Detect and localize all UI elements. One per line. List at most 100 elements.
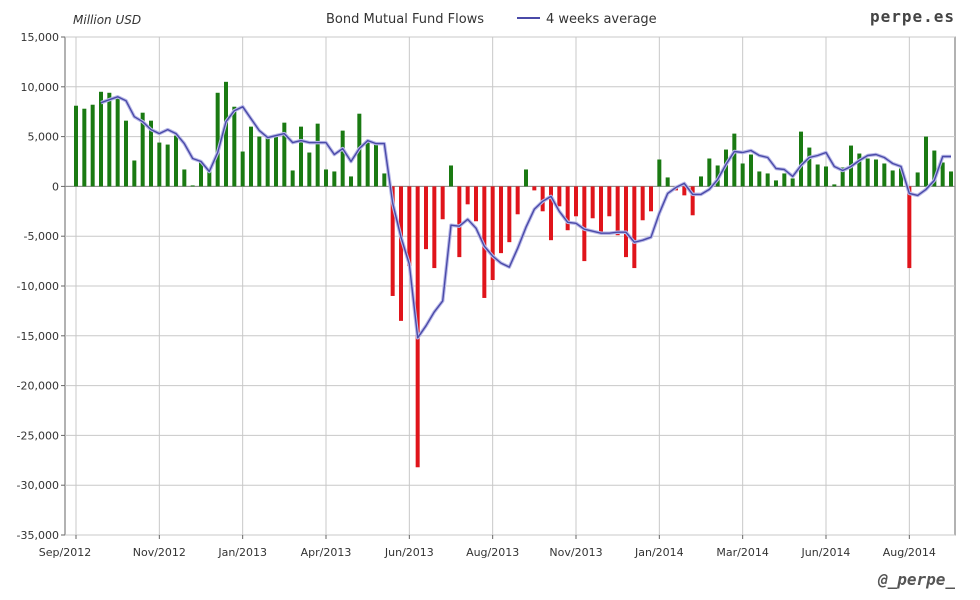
flow-bar bbox=[524, 169, 528, 187]
flow-bar bbox=[565, 186, 570, 231]
flow-bar bbox=[190, 185, 195, 187]
flow-bar bbox=[490, 186, 495, 281]
flow-bar bbox=[599, 186, 603, 235]
y-tick-label: -30,000 bbox=[17, 479, 59, 492]
flow-bar bbox=[499, 186, 503, 254]
flow-bar bbox=[207, 171, 212, 187]
flow-bar bbox=[249, 126, 253, 187]
flow-bar bbox=[865, 158, 870, 187]
x-tick-label: Sep/2012 bbox=[39, 546, 91, 559]
flow-bar bbox=[324, 169, 328, 187]
flow-bar bbox=[582, 186, 587, 262]
flow-bar bbox=[365, 141, 370, 187]
flow-bar bbox=[924, 136, 928, 187]
flow-bar bbox=[315, 123, 320, 187]
flow-bar bbox=[549, 186, 553, 241]
y-tick-label: 5,000 bbox=[28, 131, 60, 144]
flow-bar bbox=[774, 180, 778, 187]
flow-bar bbox=[532, 186, 537, 191]
gridlines bbox=[65, 36, 955, 536]
y-axis-label: Million USD bbox=[73, 13, 141, 27]
flow-bar bbox=[440, 186, 445, 220]
flow-bar bbox=[382, 173, 387, 187]
flow-bar bbox=[290, 170, 295, 187]
flow-bar bbox=[882, 163, 887, 187]
flow-bar bbox=[665, 177, 670, 187]
flow-bar bbox=[915, 172, 920, 187]
flow-bar bbox=[615, 186, 620, 236]
flow-bar bbox=[457, 186, 462, 258]
flow-bar bbox=[274, 136, 278, 187]
x-tick-label: Nov/2013 bbox=[549, 546, 602, 559]
flow-bar bbox=[399, 186, 403, 321]
flow-bar bbox=[240, 151, 245, 187]
flow-bar bbox=[574, 186, 578, 217]
flow-bar bbox=[732, 133, 737, 187]
handle-label: @_perpe_ bbox=[877, 570, 955, 589]
flow-bar bbox=[540, 186, 545, 212]
average-line bbox=[100, 96, 951, 339]
flow-bar bbox=[799, 131, 803, 187]
flow-bar bbox=[857, 153, 862, 187]
flow-bar bbox=[690, 186, 695, 216]
flow-bar bbox=[707, 158, 712, 187]
flow-bar bbox=[90, 104, 95, 187]
flow-bar bbox=[265, 137, 270, 187]
y-tick-label: -10,000 bbox=[17, 280, 59, 293]
flow-bar bbox=[182, 169, 187, 187]
flow-bar bbox=[349, 176, 353, 187]
flow-bar bbox=[782, 173, 787, 187]
flow-bar bbox=[640, 186, 645, 221]
flow-bar bbox=[74, 105, 78, 187]
flow-bar bbox=[740, 163, 745, 187]
x-tick-label: Jun/2013 bbox=[384, 546, 434, 559]
flow-bar bbox=[157, 142, 162, 187]
x-tick-label: Nov/2012 bbox=[133, 546, 186, 559]
brand-label: perpe.es bbox=[870, 7, 955, 26]
flow-bar bbox=[82, 108, 87, 187]
flow-bar bbox=[890, 170, 895, 187]
flow-bar bbox=[874, 159, 878, 187]
flow-bar bbox=[949, 171, 953, 187]
chart-title: Bond Mutual Fund Flows bbox=[326, 12, 484, 27]
flow-bar bbox=[824, 166, 828, 187]
flow-bar bbox=[224, 81, 228, 187]
flow-bar bbox=[307, 152, 312, 187]
flow-bar bbox=[432, 186, 437, 269]
y-tick-label: -20,000 bbox=[17, 380, 59, 393]
flow-bar bbox=[907, 186, 912, 269]
flow-bar bbox=[424, 186, 428, 250]
flow-bar bbox=[107, 92, 112, 187]
flow-bar bbox=[940, 162, 945, 187]
flow-bar bbox=[807, 147, 812, 187]
y-tick-label: -15,000 bbox=[17, 330, 59, 343]
y-tick-label: -5,000 bbox=[24, 230, 59, 243]
y-tick-label: 15,000 bbox=[21, 31, 60, 44]
y-axis-ticks: 15,000 10,000 5,000 0 -5,000 -10,000 -15,000 -2… bbox=[17, 31, 65, 542]
flow-bar bbox=[149, 120, 153, 187]
flow-bar bbox=[749, 154, 753, 187]
flow-bar bbox=[282, 122, 287, 187]
y-tick-label: -35,000 bbox=[17, 529, 59, 542]
flow-bar bbox=[649, 186, 653, 212]
flow-bar bbox=[340, 130, 345, 187]
flow-bar bbox=[657, 159, 662, 187]
y-tick-label: -25,000 bbox=[17, 429, 59, 442]
y-tick-label: 10,000 bbox=[21, 81, 60, 94]
flow-bar bbox=[124, 120, 128, 187]
flow-bar bbox=[699, 176, 703, 187]
flow-bar bbox=[232, 106, 237, 187]
flow-bar bbox=[607, 186, 612, 217]
x-axis-ticks: Sep/2012 Nov/2012 Jan/2013 Apr/2013 Jun/2013… bbox=[39, 535, 936, 559]
flow-bar bbox=[632, 186, 637, 269]
flow-bar bbox=[407, 186, 412, 267]
flow-bar bbox=[899, 168, 903, 187]
flow-bar bbox=[257, 136, 262, 187]
flow-bar bbox=[299, 126, 303, 187]
x-tick-label: Mar/2014 bbox=[716, 546, 768, 559]
flow-bar bbox=[474, 186, 478, 222]
flow-bar bbox=[757, 171, 762, 187]
flow-bar bbox=[515, 186, 520, 215]
flow-bar bbox=[449, 165, 453, 187]
